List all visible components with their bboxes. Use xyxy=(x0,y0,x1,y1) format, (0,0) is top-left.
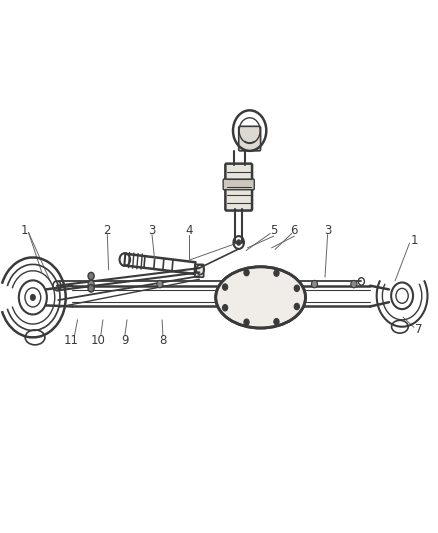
Circle shape xyxy=(223,284,228,290)
Circle shape xyxy=(30,294,35,301)
Circle shape xyxy=(88,280,94,288)
FancyBboxPatch shape xyxy=(195,264,204,277)
Circle shape xyxy=(351,280,357,288)
Circle shape xyxy=(244,319,249,326)
FancyBboxPatch shape xyxy=(239,126,261,151)
FancyBboxPatch shape xyxy=(226,164,252,211)
Circle shape xyxy=(274,319,279,325)
Text: 3: 3 xyxy=(148,224,155,237)
FancyBboxPatch shape xyxy=(223,179,254,190)
Circle shape xyxy=(294,285,300,292)
Circle shape xyxy=(311,280,318,288)
Text: 1: 1 xyxy=(20,224,28,237)
Circle shape xyxy=(88,285,94,292)
Circle shape xyxy=(237,240,241,245)
Text: 7: 7 xyxy=(414,323,422,336)
Text: 2: 2 xyxy=(103,224,111,237)
Text: 10: 10 xyxy=(90,334,105,346)
Text: 5: 5 xyxy=(270,224,277,237)
Text: 9: 9 xyxy=(121,334,129,346)
Text: 11: 11 xyxy=(64,334,78,346)
Circle shape xyxy=(157,280,163,288)
Circle shape xyxy=(223,304,228,311)
Ellipse shape xyxy=(216,267,305,328)
Circle shape xyxy=(88,272,94,280)
Text: 4: 4 xyxy=(185,224,193,237)
Text: 1: 1 xyxy=(411,235,419,247)
Text: 8: 8 xyxy=(159,334,166,346)
Circle shape xyxy=(294,303,300,310)
Text: 6: 6 xyxy=(290,224,298,237)
Circle shape xyxy=(274,270,279,276)
Text: 3: 3 xyxy=(324,224,331,237)
Circle shape xyxy=(244,269,249,276)
